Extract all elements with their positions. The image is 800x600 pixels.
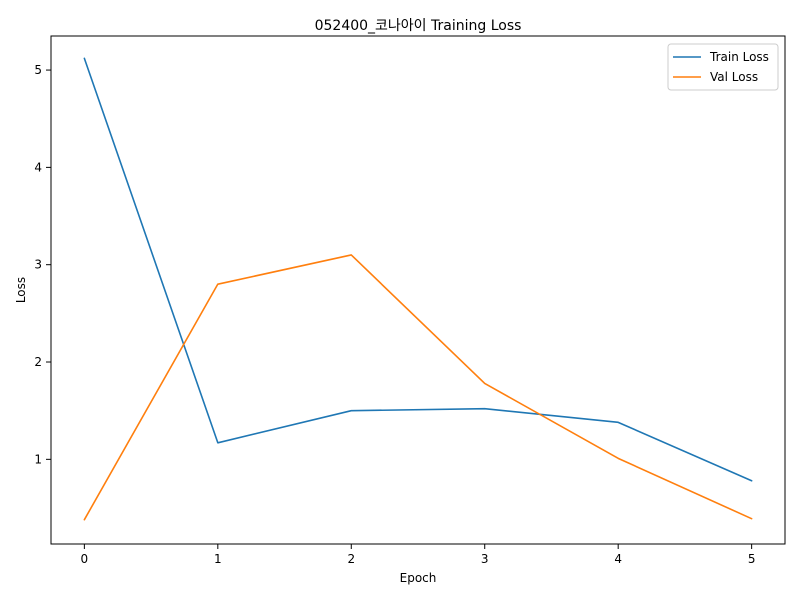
chart-title: 052400_코나아이 Training Loss — [315, 18, 522, 34]
y-tick-label: 1 — [34, 452, 42, 466]
series-lines — [83, 57, 753, 521]
x-tick-label: 5 — [748, 552, 756, 566]
x-axis-label: Epoch — [400, 571, 437, 585]
series-line-train-loss — [83, 57, 753, 482]
legend-entry-label: Val Loss — [710, 70, 758, 84]
series-line-val-loss — [83, 254, 753, 521]
x-tick-label: 0 — [81, 552, 89, 566]
y-tick-label: 2 — [34, 355, 42, 369]
y-tick-label: 3 — [34, 258, 42, 272]
x-tick-label: 2 — [347, 552, 355, 566]
x-tick-label: 1 — [214, 552, 222, 566]
plot-frame — [50, 35, 786, 545]
x-tick-label: 4 — [614, 552, 622, 566]
x-tick-label: 3 — [481, 552, 489, 566]
x-axis: 0 1 2 3 4 5 — [81, 544, 756, 566]
legend-entry-label: Train Loss — [709, 50, 769, 64]
plot-area — [50, 35, 786, 545]
legend: Train Loss Val Loss — [667, 43, 779, 91]
legend-box — [667, 43, 779, 91]
y-axis: 1 2 3 4 5 — [34, 63, 51, 466]
y-tick-label: 5 — [34, 63, 42, 77]
y-axis-label: Loss — [14, 277, 28, 303]
y-tick-label: 4 — [34, 160, 42, 174]
